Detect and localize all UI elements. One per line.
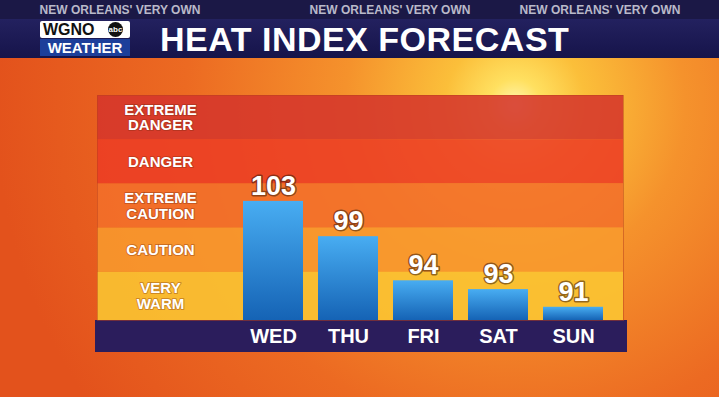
svg-text:99: 99 xyxy=(333,206,363,236)
svg-text:FRI: FRI xyxy=(407,325,439,347)
html-text:WGNO: WGNO xyxy=(43,21,95,38)
svg-text:EXTREMEDANGER: EXTREMEDANGER xyxy=(124,101,197,134)
svg-text:THU: THU xyxy=(328,325,369,347)
html-text:HEAT INDEX FORECAST: HEAT INDEX FORECAST xyxy=(160,20,570,58)
svg-text:EXTREMECAUTION: EXTREMECAUTION xyxy=(124,189,197,222)
svg-text:93: 93 xyxy=(483,259,513,289)
svg-text:SAT: SAT xyxy=(479,325,518,347)
svg-text:94: 94 xyxy=(408,250,438,280)
html-text:NEW ORLEANS' VERY OWN: NEW ORLEANS' VERY OWN xyxy=(39,3,201,17)
svg-text:91: 91 xyxy=(558,277,588,307)
svg-text:CAUTION: CAUTION xyxy=(126,241,194,258)
html-text:NEW ORLEANS' VERY OWN: NEW ORLEANS' VERY OWN xyxy=(309,3,471,17)
svg-text:103: 103 xyxy=(251,171,296,201)
svg-text:WED: WED xyxy=(250,325,297,347)
svg-text:DANGER: DANGER xyxy=(128,153,193,170)
html-text:abc: abc xyxy=(108,25,123,34)
svg-text:VERYWARM: VERYWARM xyxy=(137,279,185,312)
html-text:WEATHER: WEATHER xyxy=(47,39,123,56)
svg-text:SUN: SUN xyxy=(552,325,594,347)
html-text:NEW ORLEANS' VERY OWN: NEW ORLEANS' VERY OWN xyxy=(519,3,681,17)
